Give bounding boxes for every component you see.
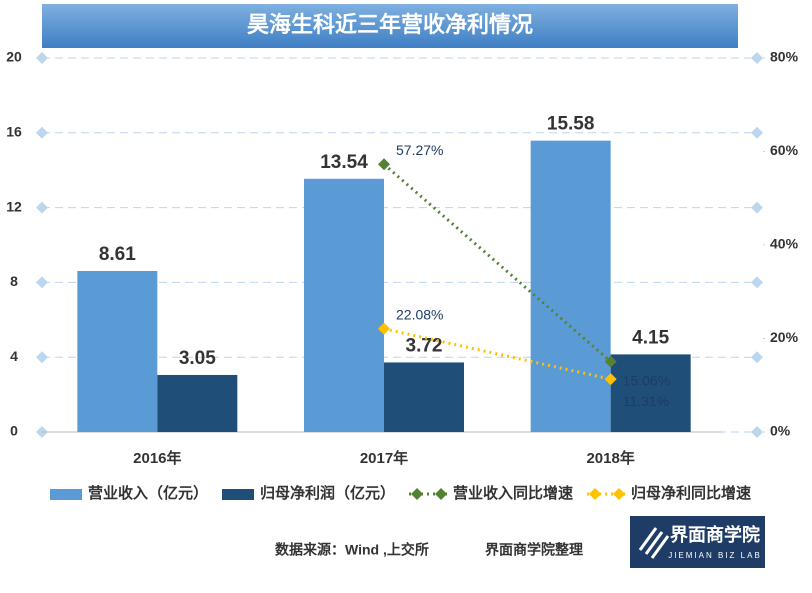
line <box>383 163 612 363</box>
y-tick-label: 20 <box>6 49 22 65</box>
grid-marker <box>36 126 48 139</box>
legend-swatch <box>411 488 424 500</box>
grid-marker <box>751 426 763 438</box>
y2-tick-label: 40% <box>770 236 799 252</box>
line-label: 11.31% <box>623 393 669 409</box>
grid-marker <box>36 276 48 289</box>
grid-marker <box>751 276 763 289</box>
bar <box>530 140 611 433</box>
legend-label: 归母净利同比增速 <box>631 484 751 502</box>
legend-label: 归母净利润（亿元） <box>260 484 395 502</box>
credit: 界面商学院整理 <box>485 542 583 558</box>
y2-tick-label: 20% <box>770 329 799 345</box>
source: 数据来源：Wind ,上交所 <box>275 542 429 558</box>
line-marker <box>378 322 390 335</box>
bar <box>610 354 691 432</box>
y-tick-label: 16 <box>6 124 22 140</box>
grid-marker <box>36 52 48 64</box>
x-tick-label: 2018年 <box>586 449 634 467</box>
logo-icon <box>638 527 670 559</box>
y-tick-label: 4 <box>10 348 18 364</box>
line-marker <box>604 355 617 368</box>
legend-swatch <box>222 489 255 500</box>
bar-label: 3.72 <box>406 335 443 356</box>
chart-title: 昊海生科近三年营收净利情况 <box>247 12 533 37</box>
line-marker <box>378 158 390 171</box>
legend-label: 营业收入同比增速 <box>453 484 573 502</box>
bar <box>304 178 384 432</box>
legend-swatch <box>589 488 602 500</box>
y-tick-label: 12 <box>6 198 22 214</box>
logo-subtitle: JIEMIAN BIZ LAB <box>668 551 762 560</box>
bar-label: 13.54 <box>320 152 368 173</box>
bar <box>77 270 158 432</box>
line-label: 15.06% <box>623 372 670 388</box>
grid-marker <box>36 351 48 364</box>
legend-swatch <box>50 489 82 500</box>
y2-tick-label: 60% <box>770 142 799 158</box>
bar <box>384 362 464 432</box>
title-box <box>42 4 738 48</box>
line-marker <box>604 373 617 386</box>
bar-label: 4.15 <box>632 327 669 348</box>
bar <box>157 374 238 432</box>
y-tick-label: 0 <box>10 423 18 439</box>
y-tick-label: 8 <box>10 273 18 289</box>
y2-tick-label: 0% <box>770 423 791 439</box>
logo-box <box>630 516 765 568</box>
legend-swatch <box>613 488 626 500</box>
grid-marker <box>751 351 763 364</box>
grid-marker <box>751 126 763 139</box>
grid-marker <box>36 201 48 214</box>
y2-tick-label: 80% <box>770 49 799 65</box>
line <box>383 327 611 381</box>
grid-marker <box>751 201 763 214</box>
line-label: 57.27% <box>396 142 443 158</box>
grid-marker <box>751 52 763 64</box>
legend-swatch <box>435 488 448 500</box>
bar-label: 8.61 <box>99 244 136 265</box>
line-label: 22.08% <box>396 306 443 322</box>
bar-label: 3.05 <box>179 348 216 369</box>
legend-label: 营业收入（亿元） <box>88 484 208 502</box>
bar-label: 15.58 <box>547 114 595 135</box>
logo-name: 界面商学院 <box>670 524 760 545</box>
x-tick-label: 2016年 <box>133 449 181 467</box>
x-tick-label: 2017年 <box>360 449 408 467</box>
